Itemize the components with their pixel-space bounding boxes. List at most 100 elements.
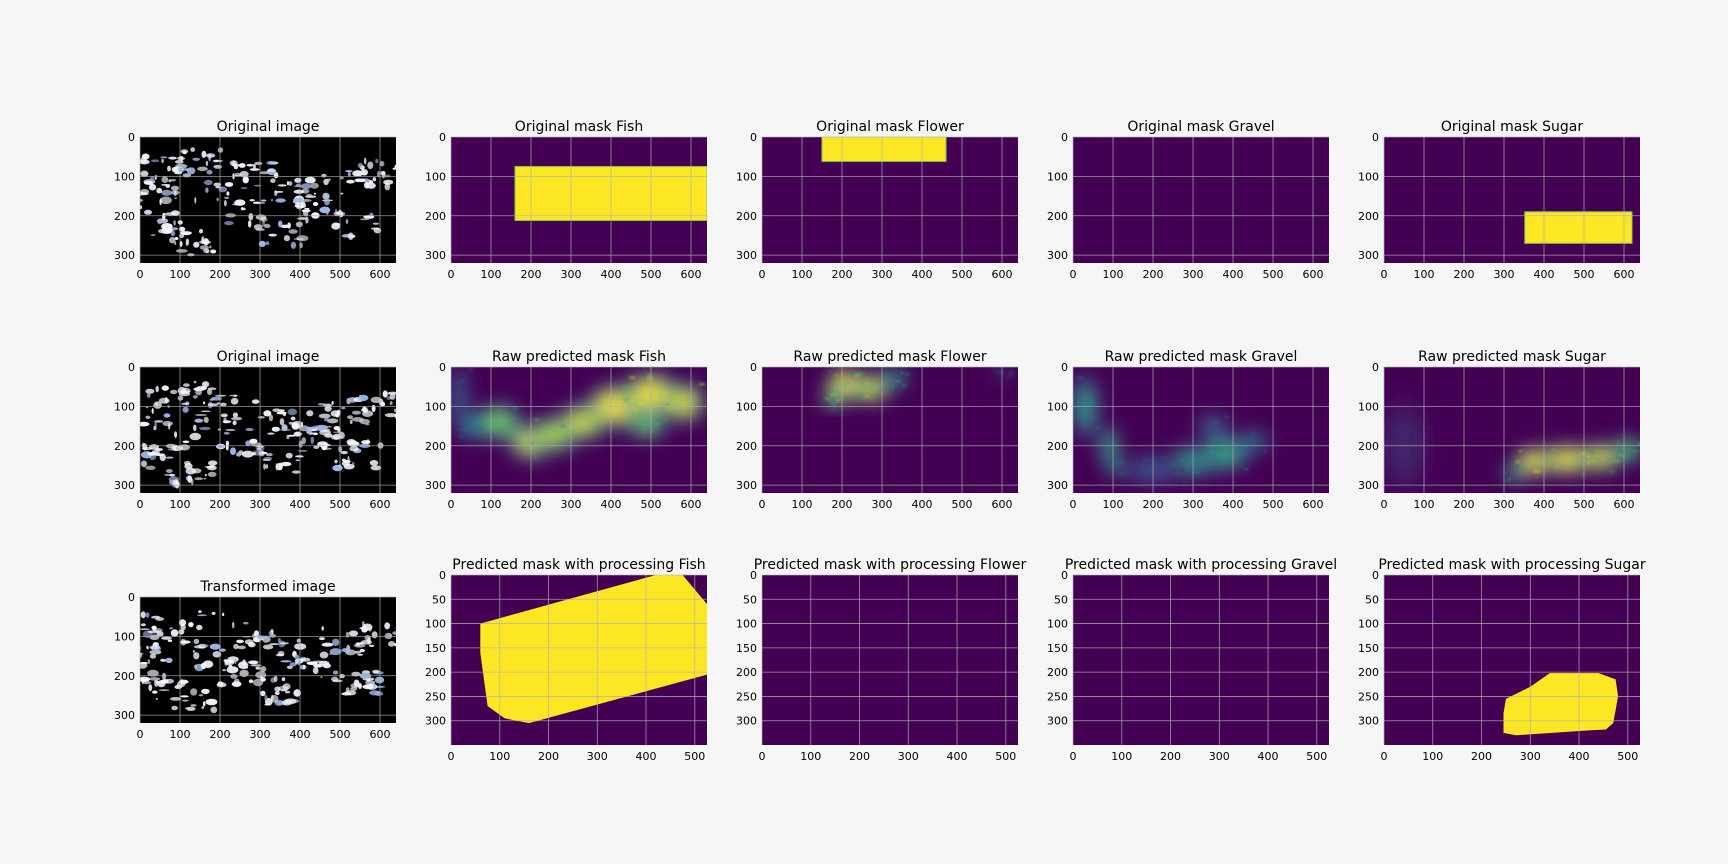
x-tick-label: 0 (759, 268, 766, 281)
cloud-speck (264, 703, 270, 706)
cloud-speck (305, 216, 309, 224)
cloud-speck (288, 421, 294, 425)
cloud-speck (313, 664, 323, 668)
mask-background (1073, 137, 1329, 263)
cloud-speck (389, 393, 396, 400)
cloud-speck (145, 388, 155, 394)
cloud-speck (332, 433, 342, 440)
y-tick-label: 200 (1358, 440, 1379, 453)
cloud-speck (402, 409, 406, 416)
cloud-speck (293, 689, 302, 697)
cloud-speck (231, 163, 240, 167)
y-tick-label: 300 (1047, 715, 1068, 728)
x-tick-label: 0 (137, 498, 144, 511)
panel-2-4: 0 100 200 300 400 500 0 50 100 150 200 250 300 Predic… (1358, 557, 1646, 763)
cloud-speck (331, 222, 341, 230)
panel-title: Predicted mask with processing Fish (452, 557, 705, 573)
heat-core (1242, 434, 1264, 449)
heat-noise (888, 379, 892, 382)
y-tick-label: 200 (1358, 210, 1379, 223)
cloud-speck (248, 213, 254, 221)
heat-noise (1195, 463, 1200, 466)
y-tick-label: 0 (439, 361, 446, 374)
heat-noise (836, 380, 841, 383)
heat-noise (860, 386, 867, 389)
y-tick-label: 300 (736, 479, 757, 492)
cloud-speck (187, 475, 192, 484)
panel-0-4: 0 100 200 300 400 500 600 0 100 200 300 Original ma… (1358, 119, 1640, 281)
heat-noise (1400, 437, 1405, 440)
cloud-speck (183, 383, 190, 387)
cloud-speck (226, 191, 230, 196)
cloud-speck (159, 196, 172, 205)
panel-image (1384, 575, 1640, 745)
cloud-speck (290, 241, 297, 249)
cloud-speck (176, 156, 186, 161)
cloud-speck (349, 419, 353, 425)
panel-image (131, 137, 396, 263)
panel-title: Original mask Sugar (1441, 119, 1584, 135)
heat-noise (1250, 432, 1256, 435)
panel-image (762, 367, 1018, 493)
cloud-speck (171, 445, 183, 452)
y-tick-label: 100 (1358, 170, 1379, 183)
heat-noise (842, 384, 845, 387)
cloud-speck (334, 459, 338, 464)
cloud-speck (233, 643, 239, 650)
cloud-speck (192, 650, 195, 653)
heat-noise (655, 423, 660, 426)
heat-noise (875, 393, 878, 396)
x-tick-label: 300 (250, 498, 271, 511)
panel-title: Raw predicted mask Flower (793, 349, 986, 365)
cloud-speck (257, 416, 265, 419)
cloud-speck (252, 201, 262, 205)
cloud-speck (131, 198, 137, 203)
cloud-speck (361, 408, 368, 412)
x-tick-label: 0 (1381, 498, 1388, 511)
cloud-speck (271, 426, 280, 432)
cloud-speck (259, 171, 270, 175)
cloud-speck (194, 418, 204, 423)
cloud-speck (204, 473, 208, 477)
x-tick-label: 500 (1617, 750, 1638, 763)
cloud-speck (322, 663, 331, 669)
heat-noise (1009, 374, 1013, 377)
cloud-speck (287, 408, 298, 416)
cloud-speck (188, 622, 194, 628)
x-tick-label: 600 (370, 268, 391, 281)
heat-noise (1533, 470, 1541, 473)
cloud-speck (315, 424, 328, 431)
y-tick-label: 300 (425, 479, 446, 492)
x-tick-label: 400 (636, 750, 657, 763)
x-tick-label: 0 (137, 268, 144, 281)
panel-image (1073, 137, 1329, 263)
cloud-speck (174, 431, 178, 438)
y-tick-label: 0 (439, 569, 446, 582)
panel-image (451, 137, 707, 263)
cloud-speck (252, 633, 257, 639)
cloud-speck (312, 666, 319, 675)
cloud-speck (302, 664, 306, 670)
cloud-speck (145, 415, 151, 419)
cloud-speck (148, 677, 161, 681)
cloud-speck (257, 447, 262, 451)
cloud-speck (346, 179, 355, 184)
cloud-speck (363, 157, 367, 165)
cloud-speck (315, 202, 318, 206)
x-tick-label: 200 (832, 498, 853, 511)
cloud-speck (359, 218, 370, 221)
heat-noise (1011, 371, 1016, 374)
cloud-speck (336, 211, 343, 215)
cloud-speck (199, 426, 211, 431)
cloud-speck (193, 424, 197, 431)
cloud-speck (175, 249, 188, 253)
heat-noise (1412, 451, 1418, 454)
cloud-speck (212, 159, 224, 162)
x-tick-label: 300 (1494, 498, 1515, 511)
heat-noise (540, 433, 544, 436)
cloud-speck (368, 644, 375, 647)
heat-core (857, 380, 883, 397)
heat-noise (470, 415, 473, 418)
cloud-speck (180, 640, 191, 644)
cloud-speck (209, 643, 221, 650)
